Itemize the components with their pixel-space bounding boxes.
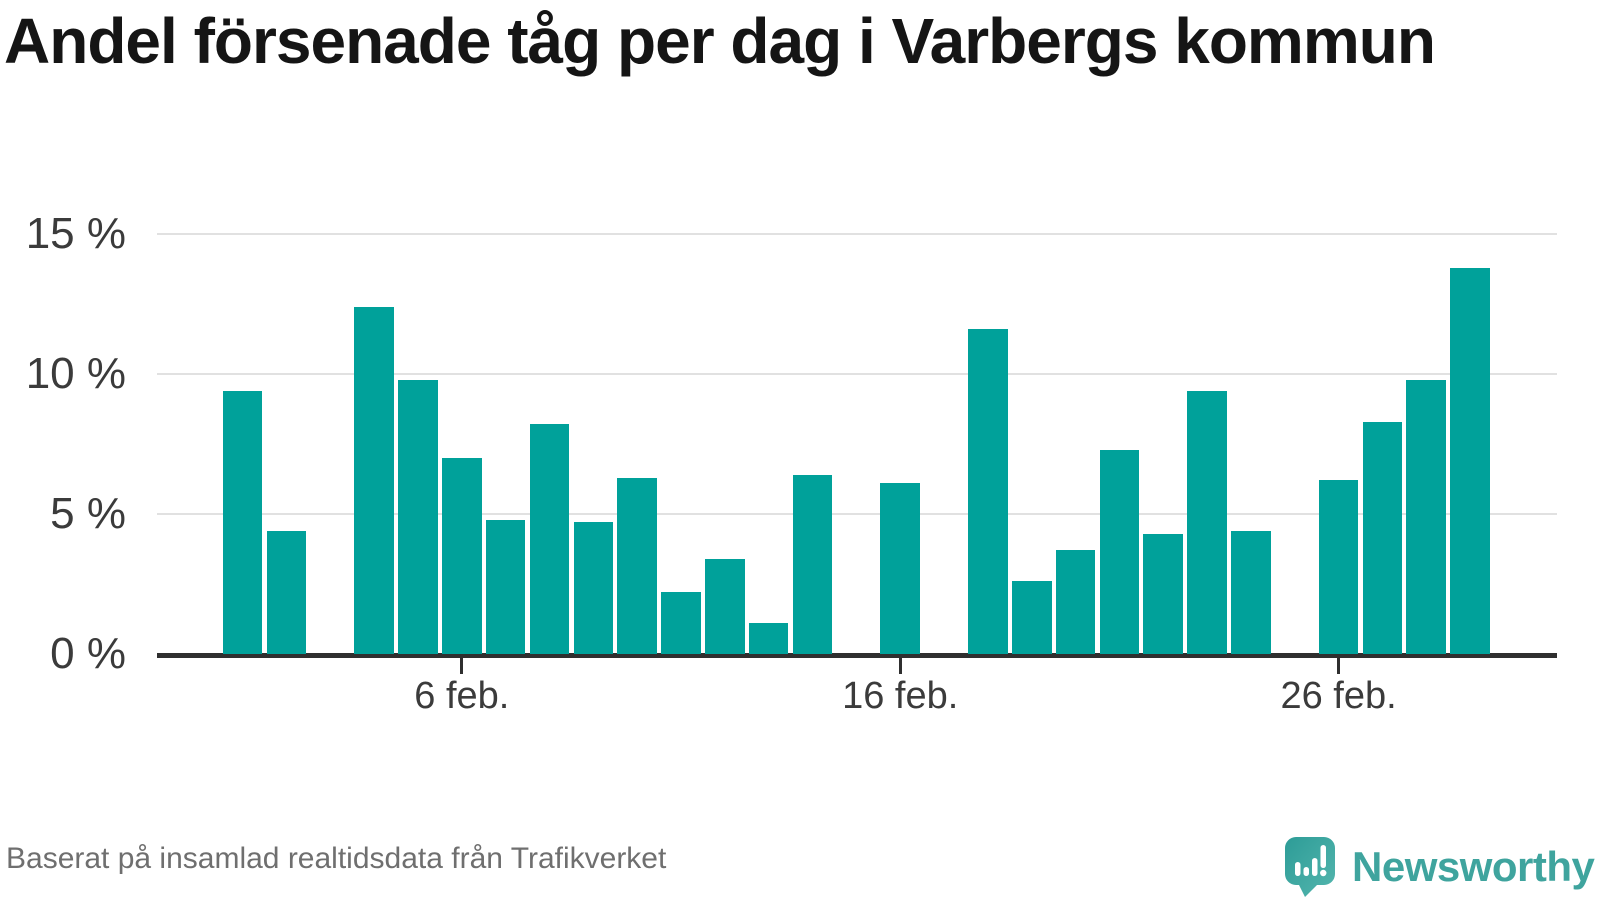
bar-10-feb [617,477,657,654]
x-axis-tick-16-feb [898,658,902,674]
bar-27-feb [1362,421,1403,654]
bar-20-feb [1055,550,1096,654]
y-axis-label-15: 15 % [25,209,126,258]
bar-29-feb [1450,267,1490,654]
gridline-5 [157,513,1557,515]
x-axis-label-26-feb: 26 feb. [1280,675,1397,717]
x-axis-label-6-feb: 6 feb. [414,675,510,717]
chart-title: Andel försenade tåg per dag i Varbergs k… [4,5,1436,77]
bar-28-feb [1406,379,1447,654]
bar-14-feb [792,474,833,654]
bar-5-feb [398,379,438,654]
bar-7-feb [485,519,526,654]
gridline-10 [157,373,1557,375]
bar-21-feb [1099,449,1140,654]
bar-23-feb [1187,390,1227,654]
bar-13-feb [748,623,789,654]
bar-8-feb [529,424,570,654]
bar-9-feb [573,522,614,654]
y-axis-label-0: 0 % [50,629,126,678]
bar-2-feb [266,530,307,654]
bar-26-feb [1318,480,1359,654]
x-axis-tick-6-feb [460,658,464,674]
y-axis-label-5: 5 % [50,489,126,538]
newsworthy-logo-icon [1285,837,1335,897]
x-axis-label-16-feb: 16 feb. [842,675,959,717]
x-axis-tick-26-feb [1337,658,1341,674]
bar-1-feb [222,390,263,654]
bar-22-feb [1143,533,1184,654]
bar-18-feb [968,329,1008,654]
bar-16-feb [880,483,920,654]
y-axis-label-10: 10 % [25,349,126,398]
brand-name: Newsworthy [1352,843,1595,890]
bar-24-feb [1231,530,1271,654]
brand-logo: Newsworthy [1284,836,1595,898]
bar-19-feb [1011,581,1052,654]
bar-12-feb [705,558,745,654]
gridline-15 [157,233,1557,235]
bar-4-feb [354,306,394,654]
source-note: Baserat på insamlad realtidsdata från Tr… [6,842,667,875]
x-axis-line [157,653,1557,658]
bar-11-feb [661,592,701,654]
bar-6-feb [442,458,482,654]
